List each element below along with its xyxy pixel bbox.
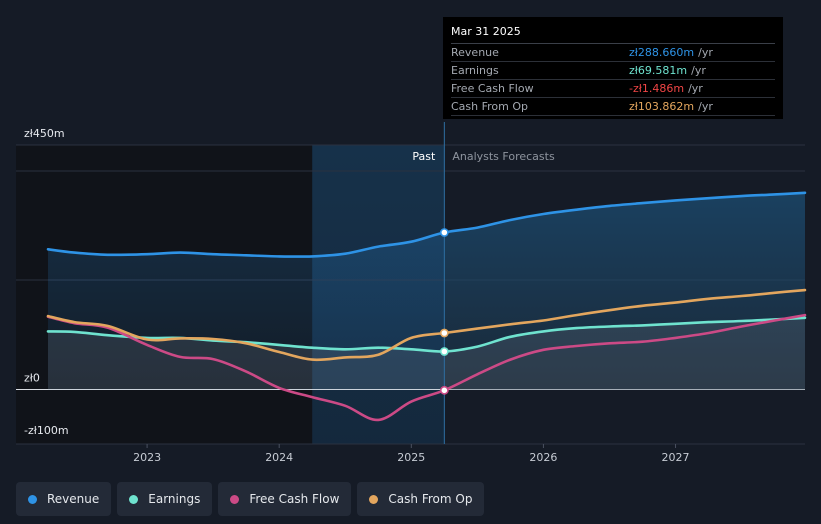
tooltip-label: Revenue [451,46,499,59]
x-axis-label: 2023 [133,451,161,464]
chart-legend: Revenue Earnings Free Cash Flow Cash Fro… [16,482,485,516]
x-axis-label: 2027 [662,451,690,464]
cash-from-op-dot-icon [369,494,379,504]
legend-item-earnings[interactable]: Earnings [117,482,213,516]
legend-label: Free Cash Flow [249,492,340,506]
tooltip-row-free-cash-flow: Free Cash Flow -zł1.486m /yr [451,80,775,98]
legend-label: Revenue [47,492,100,506]
revenue-line [46,191,807,258]
tooltip-value: zł103.862m [629,100,695,113]
tooltip-unit: /yr [688,82,703,95]
legend-label: Earnings [148,492,201,506]
tooltip-label: Earnings [451,64,499,77]
x-axis-label: 2026 [529,451,557,464]
free-cash-flow-dot-icon [230,494,240,504]
x-axis-label: 2025 [397,451,425,464]
data-tooltip: Mar 31 2025 Revenue zł288.660m /yr Earni… [443,17,783,119]
free-cash-flow-marker [439,385,449,395]
revenue-marker [439,228,449,237]
tooltip-unit: /yr [691,64,706,77]
tooltip-label: Free Cash Flow [451,82,534,95]
y-axis-label: zł450m [24,127,65,140]
legend-item-free-cash-flow[interactable]: Free Cash Flow [218,482,352,516]
legend-item-revenue[interactable]: Revenue [16,482,112,516]
tooltip-row-revenue: Revenue zł288.660m /yr [451,44,775,62]
y-axis-label: zł0 [24,372,40,385]
y-axis-label: -zł100m [24,424,69,437]
revenue-dot-icon [28,494,37,504]
earnings-dot-icon [129,494,139,504]
tooltip-value: zł288.660m [629,46,695,59]
free-cash-flow-line [46,313,807,422]
cash-from-op-line [46,288,807,362]
earnings-area [48,317,805,390]
cash-from-op-marker [439,328,449,338]
tooltip-value: -zł1.486m [629,82,685,95]
tooltip-value: zł69.581m [629,64,688,77]
forecast-label: Analysts Forecasts [452,150,555,163]
revenue-area-forecast [444,192,805,390]
tooltip-unit: /yr [698,46,713,59]
tooltip-date: Mar 31 2025 [451,23,775,44]
tooltip-label: Cash From Op [451,100,529,113]
legend-item-cash-from-op[interactable]: Cash From Op [357,482,485,516]
x-axis-label: 2024 [265,451,293,464]
legend-label: Cash From Op [388,492,473,506]
past-label: Past [412,150,436,163]
tooltip-row-earnings: Earnings zł69.581m /yr [451,62,775,80]
tooltip-unit: /yr [698,100,713,113]
earnings-marker [439,347,449,356]
tooltip-row-cash-from-op: Cash From Op zł103.862m /yr [451,98,775,116]
